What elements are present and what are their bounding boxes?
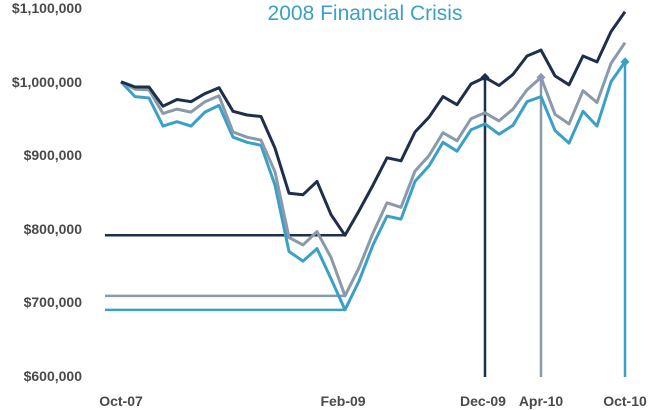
series-line [120,41,627,298]
y-tick-label: $1,100,000 [11,0,82,16]
x-tick-label: Oct-10 [603,393,647,409]
y-tick-label: $600,000 [23,368,82,384]
y-tick-label: $1,000,000 [11,74,82,90]
series-line [119,61,627,312]
y-tick-label: $900,000 [23,147,82,163]
recovery-marker [620,57,630,67]
x-tick-label: Apr-10 [518,393,564,409]
y-tick-label: $800,000 [23,221,82,237]
recovery-marker [480,72,490,82]
y-tick-label: $700,000 [23,294,82,310]
x-tick-label: Oct-07 [99,393,143,409]
x-tick-label: Feb-09 [320,393,366,409]
series-line [120,10,627,237]
chart-title: 2008 Financial Crisis [267,2,463,25]
recovery-marker [536,72,546,82]
x-tick-label: Dec-09 [460,393,506,409]
